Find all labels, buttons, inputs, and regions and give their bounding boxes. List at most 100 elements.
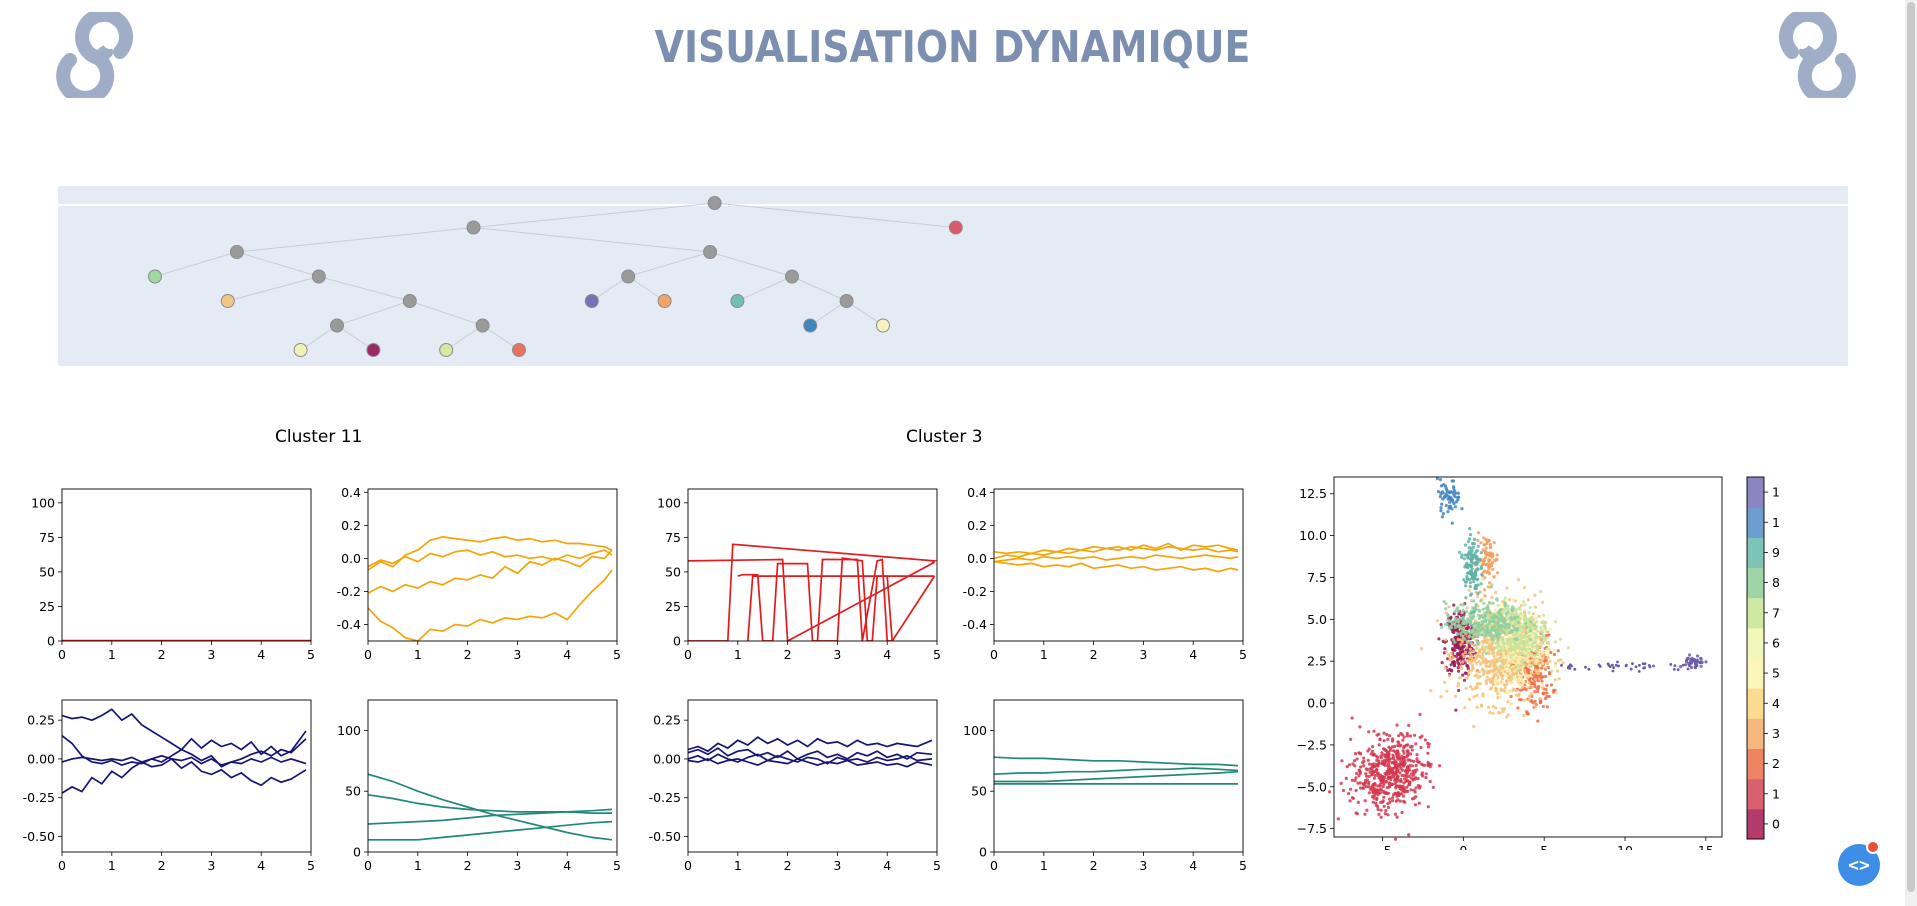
scatter-point [1487, 601, 1491, 605]
scrollbar-thumb[interactable] [1907, 2, 1915, 892]
colorbar-segment [1747, 808, 1764, 840]
scatter-point [1526, 685, 1530, 689]
scatter-point [1472, 724, 1476, 729]
scatter-point [1353, 759, 1357, 763]
x-tick-label: 1 [414, 647, 422, 662]
scatter-point [1461, 621, 1465, 625]
scatter-point [1424, 772, 1428, 776]
scatter-point [1358, 725, 1362, 729]
scatter-point [1460, 666, 1464, 671]
scatter-point [1426, 751, 1430, 755]
scatter-point [1469, 609, 1473, 613]
scatter-point [1393, 812, 1397, 816]
scatter-point [1426, 805, 1430, 809]
scatter-point [1533, 593, 1537, 597]
y-tick-label: 0.4 [967, 485, 987, 500]
scatter-point [1505, 650, 1509, 654]
scatter-point [1367, 791, 1371, 795]
scatter-point [1536, 652, 1540, 656]
scatter-point [1506, 607, 1510, 611]
scatter-point [1482, 536, 1486, 540]
scatter-point [1542, 624, 1546, 628]
scatter-point [1516, 649, 1520, 654]
x-tick-label: 3 [207, 858, 215, 873]
x-tick-label: 1 [734, 647, 742, 662]
x-tick-label: 4 [883, 647, 891, 662]
scatter-point [1500, 663, 1504, 667]
colorbar-tick-label: 7 [1772, 605, 1780, 620]
tree-node [330, 318, 344, 333]
x-tick-label: 5 [1239, 858, 1247, 873]
scatter-point [1414, 742, 1418, 746]
scatter-point [1611, 663, 1614, 667]
scatter-point [1436, 490, 1440, 494]
scatter-point [1449, 663, 1453, 667]
y-tick-label: -0.50 [649, 829, 681, 844]
y-tick-label: 10.0 [1299, 528, 1327, 543]
scatter-point [1453, 661, 1457, 665]
scatter-point [1511, 653, 1515, 657]
scatter-point [1393, 764, 1397, 768]
scatter-point [1378, 784, 1382, 788]
scatter-point [1444, 602, 1448, 606]
scatter-point [1566, 646, 1571, 650]
scatter-point [1479, 662, 1483, 666]
plot-cluster3-feature3: 0 1 2 3 4 5 -0.50 -0.25 0.00 0.25 [649, 699, 941, 873]
scatter-point [1508, 669, 1512, 673]
scatter-point [1488, 629, 1493, 633]
scatter-point [1349, 737, 1353, 741]
scatter-point [1444, 504, 1448, 508]
scatter-point [1469, 598, 1474, 603]
scatter-point [1549, 650, 1553, 655]
code-brackets-icon: <> [1848, 854, 1870, 876]
scatter-point [1354, 788, 1358, 793]
scatter-point [1380, 751, 1384, 755]
scatter-point [1443, 647, 1447, 651]
scatter-point [1461, 608, 1465, 612]
scatter-point [1524, 656, 1528, 661]
scatter-point [1541, 661, 1545, 666]
scatter-point [1699, 656, 1703, 660]
scatter-point [1497, 649, 1501, 653]
scatter-point [1448, 626, 1452, 630]
scatter-point [1495, 571, 1500, 575]
tree-edge [409, 300, 483, 326]
scatter-point [1472, 630, 1476, 634]
tree-edge [473, 202, 715, 228]
scatter-point [1466, 540, 1470, 544]
scatter-point [1536, 719, 1540, 723]
scatter-point [1496, 603, 1500, 607]
scatter-point [1452, 663, 1456, 667]
cluster-tree-panel [58, 186, 1848, 366]
scatter-point [1455, 641, 1460, 645]
scatter-point [1488, 545, 1492, 549]
scatter-point [1652, 664, 1655, 668]
scatter-point [1556, 649, 1560, 653]
scatter-point [1473, 586, 1477, 590]
colorbar-tick-label: 8 [1772, 575, 1780, 590]
scatter-point [1403, 761, 1407, 765]
scatter-point [1462, 655, 1466, 659]
scatter-point [1483, 550, 1487, 554]
scatter-point [1488, 571, 1492, 576]
scatter-point [1387, 782, 1391, 786]
scatter-point [1472, 643, 1476, 647]
scatter-point [1539, 626, 1543, 630]
scatter-point [1495, 553, 1499, 557]
scatter-point [1481, 655, 1485, 660]
scatter-point [1494, 665, 1498, 669]
scatter-point [1466, 553, 1470, 557]
scatter-point [1412, 796, 1416, 800]
scatter-point [1519, 612, 1523, 616]
page-scrollbar[interactable] [1905, 0, 1917, 906]
scatter-point [1404, 773, 1408, 777]
x-tick-label: 15 [1698, 843, 1714, 850]
scatter-point [1527, 611, 1531, 615]
colorbar-segment [1747, 778, 1764, 810]
scatter-point [1456, 681, 1461, 685]
y-tick-label: 2.5 [1307, 654, 1327, 669]
scatter-point [1450, 479, 1454, 483]
x-tick-label: 0 [990, 647, 998, 662]
scatter-point [1491, 651, 1495, 656]
scatter-point [1545, 691, 1549, 695]
